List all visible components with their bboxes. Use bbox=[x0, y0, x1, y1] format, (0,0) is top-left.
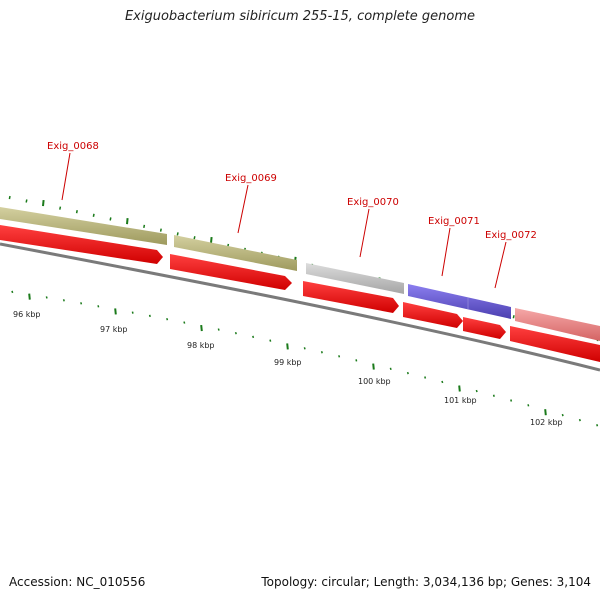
gene-band-exig-0071[interactable] bbox=[408, 284, 511, 319]
minor-tick bbox=[159, 228, 162, 232]
major-tick bbox=[42, 199, 45, 207]
major-tick bbox=[544, 409, 547, 416]
cds-arrow-exig-0068[interactable] bbox=[0, 225, 163, 264]
minor-tick bbox=[97, 305, 100, 308]
gene-band-track bbox=[0, 207, 600, 341]
minor-tick bbox=[183, 321, 186, 324]
gene-band-exig-0070[interactable] bbox=[306, 263, 404, 294]
minor-tick bbox=[234, 331, 237, 335]
genome-backbone bbox=[0, 242, 600, 372]
major-tick bbox=[28, 293, 31, 300]
cds-arrow-exig-0072[interactable] bbox=[510, 326, 600, 362]
map-title: Exiguobacterium sibiricum 255-15, comple… bbox=[124, 9, 476, 24]
gene-label[interactable]: Exig_0072 bbox=[485, 230, 537, 241]
kbp-label: 98 kbp bbox=[187, 341, 215, 350]
minor-tick bbox=[148, 314, 151, 318]
minor-tick bbox=[80, 302, 83, 305]
minor-tick bbox=[166, 317, 169, 321]
kbp-label: 102 kbp bbox=[530, 418, 563, 427]
minor-tick bbox=[492, 394, 495, 397]
minor-tick bbox=[596, 424, 599, 427]
cds-track bbox=[0, 225, 600, 362]
gene-band-exig-0067[interactable] bbox=[0, 207, 167, 245]
major-tick bbox=[200, 324, 203, 332]
cds-arrow-exig-0069[interactable] bbox=[170, 254, 292, 290]
minor-tick bbox=[62, 299, 65, 302]
outer-tick-ring bbox=[8, 195, 599, 342]
minor-tick bbox=[320, 351, 323, 354]
major-tick bbox=[458, 385, 461, 392]
accession-text: Accession: NC_010556 bbox=[9, 575, 146, 589]
minor-tick bbox=[406, 371, 409, 375]
gene-band-exig-0069[interactable] bbox=[174, 235, 297, 271]
leader-line bbox=[237, 184, 249, 234]
minor-tick bbox=[561, 413, 564, 417]
cds-arrow-exig-0071b[interactable] bbox=[463, 317, 506, 339]
gene-labels: Exig_0068 Exig_0069 Exig_0070 Exig_0071 … bbox=[47, 141, 537, 289]
leader-line bbox=[441, 227, 451, 277]
kbp-label: 96 kbp bbox=[13, 310, 41, 319]
cds-arrow-exig-0071[interactable] bbox=[403, 302, 463, 328]
minor-tick bbox=[193, 236, 196, 240]
kbp-label: 101 kbp bbox=[444, 396, 477, 405]
minor-tick bbox=[389, 367, 392, 371]
minor-tick bbox=[11, 290, 14, 294]
major-tick bbox=[210, 236, 213, 244]
minor-tick bbox=[8, 195, 11, 200]
gene-label[interactable]: Exig_0071 bbox=[428, 216, 480, 227]
major-tick bbox=[114, 308, 117, 315]
gene-band-exig-0072[interactable] bbox=[515, 308, 600, 341]
minor-tick bbox=[527, 404, 530, 407]
kbp-label: 99 kbp bbox=[274, 358, 302, 367]
minor-tick bbox=[252, 335, 255, 339]
minor-tick bbox=[45, 296, 48, 299]
minor-tick bbox=[59, 206, 62, 210]
minor-tick bbox=[475, 389, 478, 393]
kbp-label: 97 kbp bbox=[100, 325, 128, 334]
cds-arrow-exig-0070[interactable] bbox=[303, 281, 399, 313]
major-tick bbox=[126, 218, 129, 225]
minor-tick bbox=[510, 399, 513, 402]
minor-tick bbox=[131, 311, 134, 314]
leader-line bbox=[359, 208, 370, 258]
leader-line bbox=[494, 241, 507, 289]
minor-tick bbox=[355, 359, 358, 362]
minor-tick bbox=[25, 199, 28, 203]
minor-tick bbox=[109, 217, 112, 221]
gene-label[interactable]: Exig_0068 bbox=[47, 141, 99, 152]
minor-tick bbox=[269, 339, 272, 342]
major-tick bbox=[372, 363, 375, 370]
genome-summary-text: Topology: circular; Length: 3,034,136 bp… bbox=[261, 575, 591, 589]
minor-tick bbox=[75, 210, 78, 214]
minor-tick bbox=[143, 224, 146, 229]
minor-tick bbox=[92, 213, 95, 217]
minor-tick bbox=[217, 328, 220, 331]
minor-tick bbox=[441, 380, 444, 384]
minor-tick bbox=[338, 355, 341, 358]
minor-tick bbox=[512, 315, 515, 319]
minor-tick bbox=[578, 418, 581, 422]
inner-tick-ring: 96 kbp 97 kbp 98 kbp 99 kbp 100 kbp 101 kbp 10… bbox=[11, 290, 599, 427]
gene-label[interactable]: Exig_0069 bbox=[225, 173, 277, 184]
minor-tick bbox=[176, 232, 179, 236]
minor-tick bbox=[303, 347, 306, 350]
gene-label[interactable]: Exig_0070 bbox=[347, 197, 399, 208]
leader-line bbox=[61, 152, 71, 201]
kbp-label: 100 kbp bbox=[358, 377, 391, 386]
major-tick bbox=[286, 343, 289, 350]
minor-tick bbox=[424, 376, 427, 379]
